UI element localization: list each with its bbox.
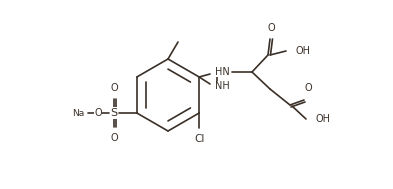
- Text: OH: OH: [295, 46, 310, 56]
- Text: NH: NH: [215, 81, 230, 91]
- Text: HN: HN: [215, 67, 230, 77]
- Text: Na: Na: [72, 108, 84, 118]
- Text: Cl: Cl: [194, 134, 204, 144]
- Text: O: O: [110, 83, 118, 93]
- Text: O: O: [304, 83, 312, 93]
- Text: O: O: [94, 108, 102, 118]
- Text: O: O: [267, 23, 275, 33]
- Text: O: O: [110, 133, 118, 143]
- Text: S: S: [110, 108, 118, 118]
- Text: OH: OH: [315, 114, 330, 124]
